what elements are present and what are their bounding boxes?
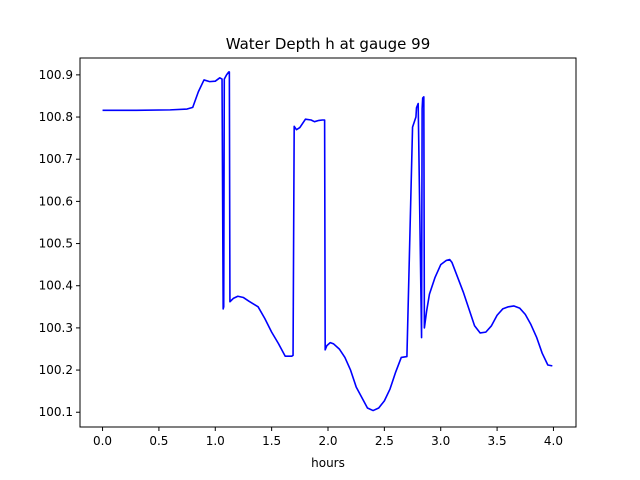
y-tick-label: 100.5 (39, 237, 73, 251)
x-tick-label: 0.5 (149, 434, 168, 448)
y-tick-label: 100.4 (39, 279, 73, 293)
y-tick-label: 100.6 (39, 194, 73, 208)
x-tick-label: 1.0 (206, 434, 225, 448)
x-tick-label: 0.0 (93, 434, 112, 448)
y-tick-label: 100.3 (39, 321, 73, 335)
x-axis-label: hours (311, 456, 345, 470)
x-tick-label: 1.5 (262, 434, 281, 448)
y-axis-ticks: 100.1 100.2 100.3 100.4 100.5 100.6 100.7 100.8… (39, 68, 80, 419)
y-tick-label: 100.7 (39, 152, 73, 166)
x-tick-label: 4.0 (544, 434, 563, 448)
x-axis-ticks: 0.0 0.5 1.0 1.5 2.0 2.5 3.0 3.5 4.0 (93, 427, 563, 448)
x-tick-label: 3.0 (431, 434, 450, 448)
plot-series (102, 71, 553, 412)
y-tick-label: 100.9 (39, 68, 73, 82)
y-tick-label: 100.8 (39, 110, 73, 124)
y-tick-label: 100.2 (39, 363, 73, 377)
x-tick-label: 2.0 (318, 434, 337, 448)
chart-title: Water Depth h at gauge 99 (226, 35, 431, 53)
x-tick-label: 2.5 (375, 434, 394, 448)
x-tick-label: 3.5 (488, 434, 507, 448)
axes-frame (79, 57, 577, 428)
water-depth-series-line (102, 71, 553, 412)
y-tick-label: 100.1 (39, 405, 73, 419)
